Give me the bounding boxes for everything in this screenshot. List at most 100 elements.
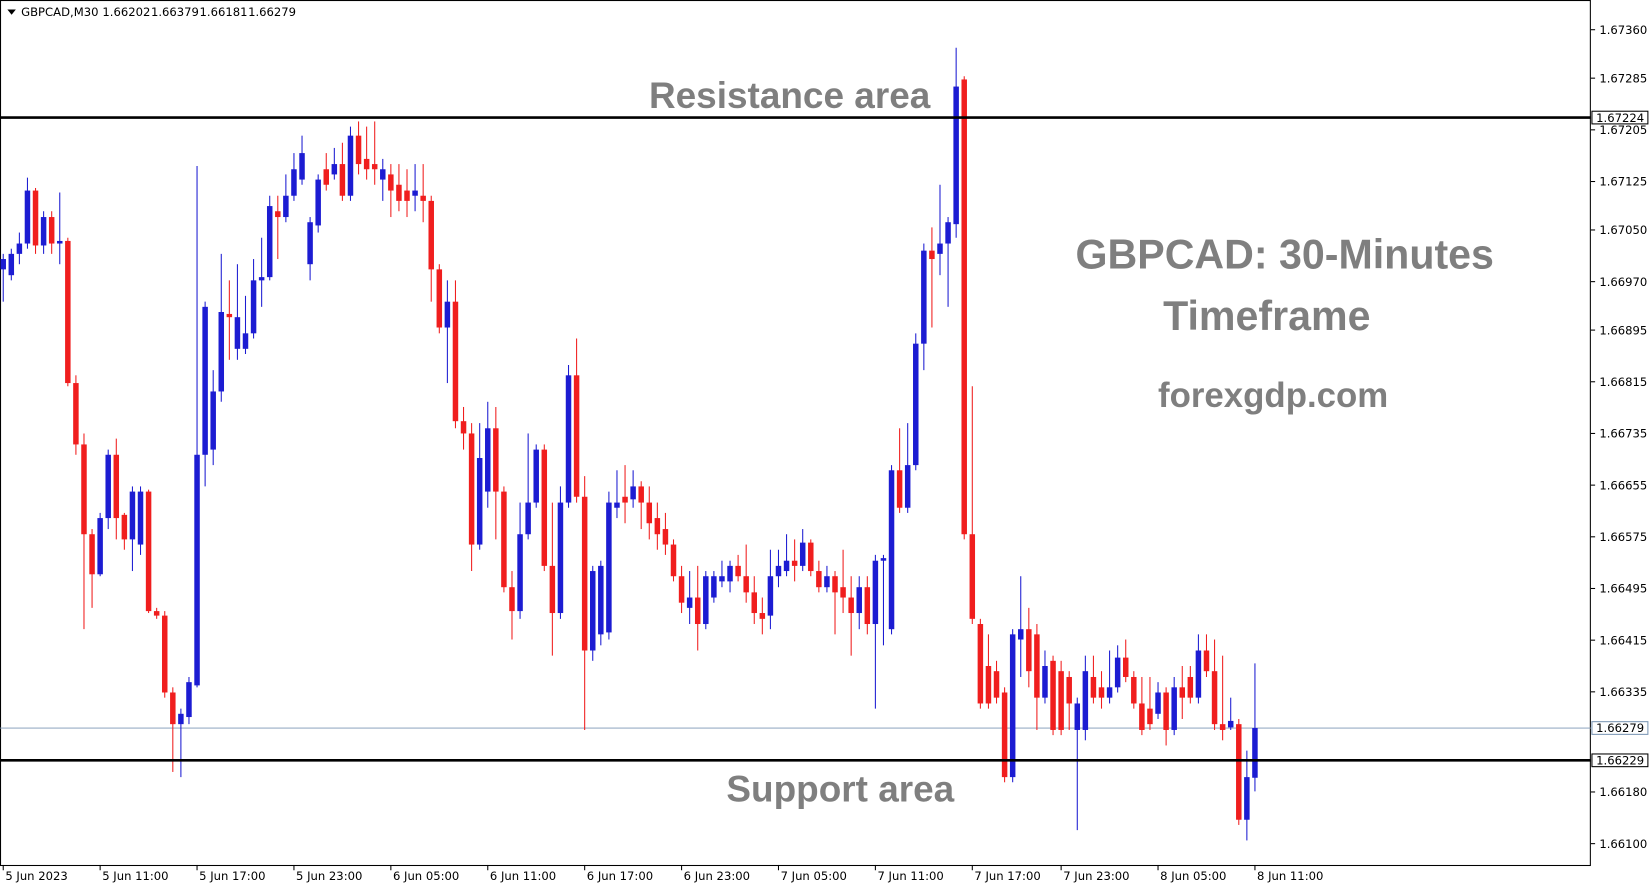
y-tick-label: 1.67360: [1599, 23, 1647, 37]
candle-body: [678, 576, 685, 603]
x-tick-label: 6 Jun 17:00: [587, 869, 653, 883]
candle-body: [1139, 703, 1145, 730]
y-tick-label: 1.66655: [1599, 478, 1647, 492]
candle-body: [646, 502, 653, 524]
candle-body: [670, 544, 677, 577]
candle-body: [1050, 660, 1056, 730]
candle-body: [1244, 777, 1250, 820]
ohlc-low: 1.66181: [200, 5, 248, 19]
candle-body: [799, 542, 806, 566]
candle-body: [1179, 687, 1186, 698]
candle-body: [654, 518, 661, 535]
bid-line-tag: [1591, 721, 1649, 735]
y-tick-label: 1.67285: [1599, 71, 1647, 85]
candle-body: [638, 486, 644, 503]
candle-body: [1042, 666, 1048, 698]
y-tick-label: 1.66815: [1599, 375, 1647, 389]
candle-body: [420, 195, 426, 201]
candle-body: [485, 428, 491, 492]
candle-body: [1147, 708, 1153, 725]
candle-body: [137, 491, 144, 545]
candle-body: [719, 576, 725, 582]
candle-body: [937, 243, 943, 254]
candle-body: [0, 259, 6, 270]
candle-body: [1026, 629, 1032, 672]
candle-body: [872, 560, 879, 625]
y-tick-label: 1.66495: [1599, 582, 1647, 596]
candle-body: [65, 240, 71, 384]
candle-body: [1066, 676, 1072, 704]
candle-body: [452, 301, 459, 422]
candle-body: [517, 534, 523, 612]
support-line-label: 1.66229: [1596, 754, 1644, 768]
candle-body: [291, 169, 297, 196]
candle-body: [541, 449, 548, 566]
x-tick-label: 7 Jun 11:00: [878, 869, 944, 883]
candle-body: [606, 502, 612, 633]
x-tick-label: 8 Jun 11:00: [1257, 869, 1323, 883]
y-tick-label: 1.66970: [1599, 275, 1647, 289]
candle-body: [598, 565, 604, 635]
plot-frame: [0, 0, 1591, 867]
title-line: GBPCAD: 30-Minutes: [1076, 232, 1494, 278]
candle-body: [266, 206, 273, 278]
candle-body: [355, 135, 362, 165]
candle-body: [16, 243, 23, 254]
candle-body: [694, 597, 701, 625]
candle-body: [339, 164, 346, 196]
candle-body: [299, 153, 305, 180]
candle-body: [1227, 720, 1234, 728]
candle-body: [234, 317, 241, 349]
candle-body: [1211, 671, 1218, 725]
candle-body: [1252, 728, 1258, 778]
candle-body: [856, 587, 862, 614]
candle-body: [808, 542, 814, 572]
resistance-label: Resistance area: [649, 75, 931, 116]
candle-body: [743, 576, 749, 593]
candle-body: [226, 313, 233, 318]
candle-body: [1163, 692, 1169, 730]
candle-body: [501, 491, 507, 588]
candle-body: [371, 164, 378, 170]
candle-body: [1018, 629, 1024, 640]
candle-body: [913, 343, 919, 466]
candle-body: [1187, 676, 1194, 698]
candle-body: [614, 502, 620, 508]
y-tick-label: 1.66575: [1599, 530, 1647, 544]
x-tick-label: 5 Jun 2023: [5, 869, 67, 883]
candle-body: [210, 391, 216, 450]
candle-body: [953, 86, 959, 225]
candle-body: [380, 169, 386, 180]
candle-body: [581, 496, 588, 651]
candle-body: [476, 457, 483, 545]
candle-body: [105, 454, 111, 519]
candle-body: [1034, 634, 1040, 698]
candle-body: [1122, 657, 1129, 677]
x-tick-label: 8 Jun 05:00: [1160, 869, 1226, 883]
candle-body: [186, 682, 192, 718]
candle-body: [145, 491, 152, 612]
candle-body: [1171, 687, 1177, 730]
candle-body: [759, 613, 766, 619]
candle-body: [590, 571, 596, 651]
candle-body: [686, 597, 693, 608]
candle-body: [1219, 724, 1226, 730]
candle-body: [509, 587, 515, 612]
candle-body: [1195, 650, 1202, 698]
candle-body: [48, 217, 55, 244]
candle-body: [436, 269, 443, 328]
candle-body: [832, 576, 838, 593]
y-tick-label: 1.66180: [1599, 785, 1647, 799]
y-tick-label: 1.67050: [1599, 223, 1647, 237]
candle-body: [1114, 657, 1121, 688]
candle-body: [549, 565, 556, 614]
x-tick-label: 5 Jun 11:00: [102, 869, 168, 883]
y-tick-label: 1.66735: [1599, 427, 1647, 441]
candle-body: [751, 592, 758, 614]
y-tick-label: 1.66100: [1599, 837, 1647, 851]
x-tick-label: 7 Jun 05:00: [781, 869, 847, 883]
candle-body: [727, 565, 733, 582]
